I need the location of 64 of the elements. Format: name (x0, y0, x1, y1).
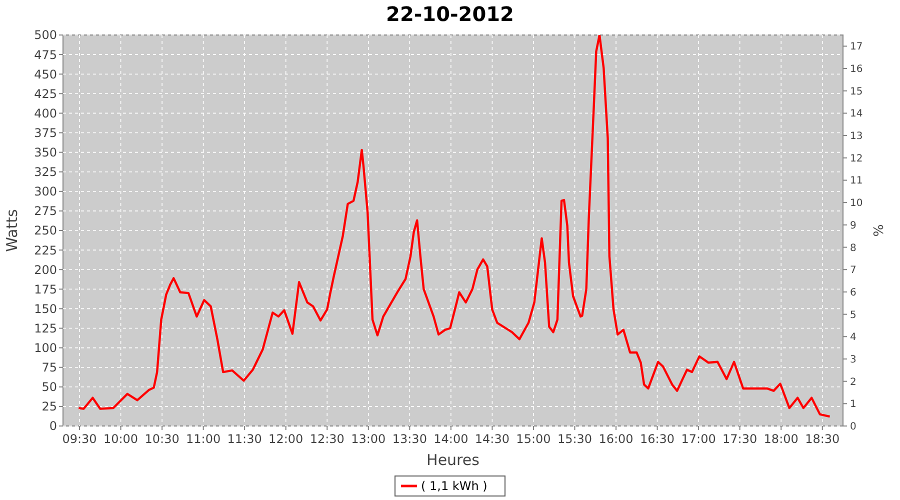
y-tick-label: 450 (34, 67, 57, 82)
x-tick-label: 11:30 (227, 432, 262, 446)
x-tick-label: 15:30 (557, 432, 592, 446)
y-tick-label: 200 (34, 262, 57, 277)
y2-tick-label: 10 (850, 198, 863, 210)
line-series (78, 35, 831, 418)
y-tick-label: 25 (42, 400, 57, 414)
y2-axis-title: % (872, 224, 887, 237)
y2-tick-label: 2 (850, 376, 856, 388)
x-tick-label: 16:00 (598, 432, 634, 446)
x-tick-label: 14:00 (434, 432, 468, 446)
y-tick-label: 325 (34, 165, 57, 180)
y-tick-label: 400 (34, 106, 57, 120)
x-tick-label: 16:30 (640, 432, 675, 446)
y-tick-label: 375 (34, 126, 57, 140)
y2-tick-label: 8 (850, 242, 856, 254)
y2-tick-label: 1 (850, 399, 856, 410)
y2-tick-label: 15 (850, 86, 863, 98)
y2-tick-label: 11 (850, 176, 863, 187)
y-tick-label: 475 (34, 48, 57, 62)
x-tick-label: 17:00 (681, 432, 716, 446)
y2-tick-label: 0 (850, 422, 856, 432)
x-tick-label: 18:00 (764, 432, 798, 446)
y-tick-label: 100 (34, 341, 57, 355)
x-tick-label: 13:30 (392, 432, 427, 446)
x-tick-label: 17:30 (722, 432, 758, 446)
y-axis-title: Watts (3, 209, 21, 252)
y-tick-label: 225 (34, 243, 57, 258)
y-tick-label: 500 (34, 28, 57, 42)
x-tick-label: 15:00 (516, 432, 551, 446)
y-tick-label: 125 (34, 321, 57, 336)
y-tick-label: 50 (42, 380, 57, 394)
chart-title: 22-10-2012 (386, 2, 514, 26)
y2-tick-label: 9 (850, 220, 856, 232)
y-tick-label: 250 (34, 224, 57, 238)
x-tick-label: 14:30 (474, 432, 510, 446)
x-tick-label: 10:00 (103, 432, 138, 446)
y-tick-label: 300 (34, 184, 57, 199)
y-tick-label: 275 (34, 204, 57, 218)
x-tick-label: 18:30 (805, 432, 840, 446)
y-tick-label: 425 (34, 86, 57, 101)
x-tick-label: 09:30 (62, 432, 97, 446)
y-tick-label: 175 (34, 282, 57, 296)
y-tick-label: 75 (42, 360, 57, 375)
y-tick-label: 150 (34, 302, 57, 316)
y2-tick-label: 6 (850, 287, 856, 298)
x-tick-label: 13:00 (351, 432, 386, 446)
x-tick-label: 11:00 (186, 432, 221, 446)
y2-tick-label: 16 (850, 64, 863, 76)
x-tick-label: 10:30 (144, 432, 180, 446)
y2-tick-label: 14 (850, 108, 863, 120)
y-tick-label: 0 (49, 419, 57, 434)
y2-tick-label: 12 (850, 153, 863, 164)
y-tick-label: 350 (34, 146, 57, 160)
x-axis-title: Heures (426, 451, 480, 469)
y2-tick-label: 3 (850, 354, 856, 366)
y2-tick-label: 7 (850, 265, 856, 276)
y2-tick-label: 5 (850, 310, 856, 321)
y2-tick-label: 17 (850, 42, 863, 53)
y2-tick-label: 13 (850, 131, 863, 142)
x-tick-label: 12:30 (310, 432, 344, 446)
x-tick-label: 12:00 (268, 432, 304, 446)
y2-tick-label: 4 (850, 332, 856, 344)
legend-label: ( 1,1 kWh ) (421, 479, 488, 494)
